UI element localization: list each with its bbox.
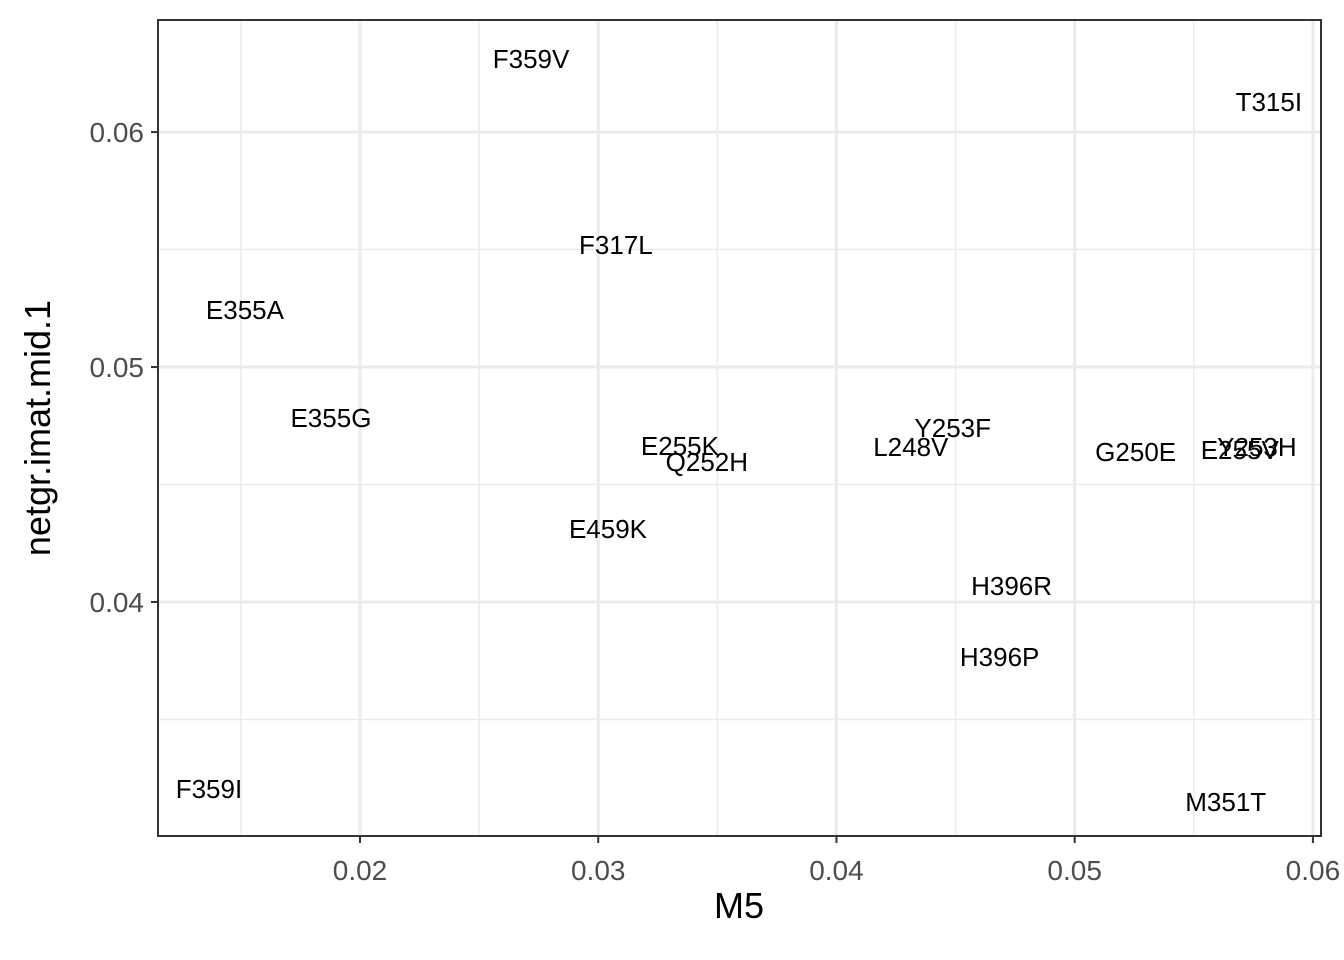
point-label: E255K bbox=[641, 431, 720, 461]
x-tick-label: 0.03 bbox=[571, 855, 626, 886]
x-tick-label: 0.04 bbox=[809, 855, 864, 886]
y-axis-title: netgr.imat.mid.1 bbox=[17, 300, 58, 556]
y-tick-label: 0.06 bbox=[90, 117, 145, 148]
point-label: E255V bbox=[1201, 435, 1280, 465]
point-label: L248V bbox=[873, 432, 949, 462]
x-axis-title: M5 bbox=[714, 885, 764, 926]
point-label: Q252H bbox=[666, 447, 748, 477]
point-label: H396P bbox=[960, 642, 1040, 672]
y-tick-label: 0.05 bbox=[90, 352, 145, 383]
point-label: G250E bbox=[1095, 437, 1176, 467]
point-label: F317L bbox=[579, 230, 653, 260]
x-tick-label: 0.02 bbox=[333, 855, 388, 886]
point-label: E355A bbox=[206, 295, 285, 325]
point-label: H396R bbox=[971, 571, 1052, 601]
point-label: Y253H bbox=[1217, 432, 1297, 462]
x-tick-label: 0.05 bbox=[1047, 855, 1102, 886]
y-tick-label: 0.04 bbox=[90, 587, 145, 618]
point-label: M351T bbox=[1185, 787, 1266, 817]
point-label: F359I bbox=[176, 774, 243, 804]
point-label: F359V bbox=[493, 44, 570, 74]
x-tick-label: 0.06 bbox=[1286, 855, 1341, 886]
point-label: E459K bbox=[569, 514, 648, 544]
point-label: T315I bbox=[1236, 87, 1303, 117]
point-label: E355G bbox=[290, 403, 371, 433]
panel-border bbox=[157, 19, 1322, 837]
point-label: Y253F bbox=[914, 413, 991, 443]
